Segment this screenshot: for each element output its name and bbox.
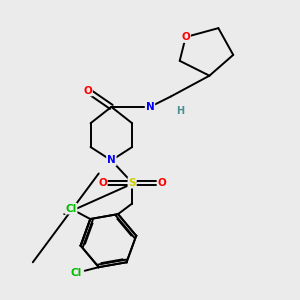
Text: N: N: [107, 155, 116, 165]
Text: O: O: [83, 85, 92, 96]
Text: H: H: [176, 106, 184, 116]
Text: O: O: [158, 178, 166, 188]
Text: Cl: Cl: [71, 268, 82, 278]
Text: O: O: [181, 32, 190, 42]
Text: N: N: [146, 102, 154, 112]
Text: S: S: [128, 178, 136, 188]
Text: Cl: Cl: [65, 204, 76, 214]
Text: O: O: [98, 178, 107, 188]
